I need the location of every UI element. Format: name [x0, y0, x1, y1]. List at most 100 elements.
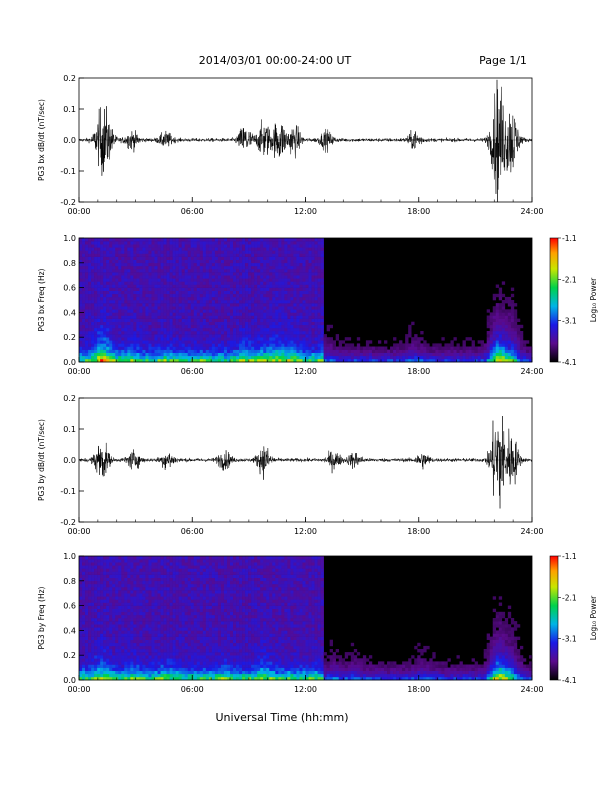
spectrogram-cell: [302, 355, 306, 360]
spectrogram-cell: [305, 300, 309, 304]
spectrogram-cell: [254, 340, 258, 344]
spectrogram-cell: [151, 639, 155, 644]
spectrogram-cell: [320, 256, 324, 260]
spectrogram-cell: [377, 340, 382, 344]
spectrogram-cell: [239, 281, 243, 285]
spectrogram-cell: [245, 340, 249, 344]
spectrogram-cell: [172, 272, 176, 276]
spectrogram-cell: [516, 331, 521, 335]
spectrogram-cell: [248, 334, 252, 338]
spectrogram-cell: [127, 300, 131, 304]
spectrogram-cell: [272, 250, 276, 254]
spectrogram-cell: [91, 655, 95, 659]
spectrogram-cell: [254, 303, 258, 307]
spectrogram-cell: [82, 293, 86, 298]
spectrogram-cell: [112, 290, 116, 295]
spectrogram-cell: [136, 321, 140, 326]
spectrogram-cell: [136, 556, 140, 560]
spectrogram-cell: [471, 355, 475, 360]
spectrogram-cell: [248, 321, 252, 326]
spectrogram-cell: [124, 303, 128, 307]
spectrogram-cell: [145, 627, 149, 631]
spectrogram-cell: [115, 259, 119, 264]
spectrogram-cell: [103, 599, 107, 603]
spectrogram-cell: [260, 269, 264, 273]
spectrogram-cell: [233, 349, 237, 353]
spectrogram-cell: [296, 312, 300, 316]
spectrogram-cell: [130, 346, 134, 350]
spectrogram-cell: [196, 352, 201, 357]
spectrogram-cell: [91, 253, 95, 257]
spectrogram-cell: [130, 593, 134, 597]
spectrogram-cell: [278, 321, 282, 326]
spectrogram-cell: [139, 321, 143, 326]
spectrogram-cell: [181, 290, 185, 295]
spectrogram-cell: [287, 349, 291, 353]
x-tick-label: 18:00: [407, 367, 430, 376]
spectrogram-cell: [148, 355, 152, 360]
spectrogram-cell: [498, 324, 503, 329]
spectrogram-cell: [145, 664, 149, 668]
spectrogram-cell: [230, 293, 234, 298]
spectrogram-cell: [145, 652, 149, 656]
spectrogram-cell: [477, 349, 481, 353]
spectrogram-cell: [79, 611, 83, 616]
spectrogram-cell: [489, 358, 494, 363]
spectrogram-cell: [175, 241, 179, 245]
spectrogram-cell: [184, 306, 189, 310]
spectrogram-cell: [106, 343, 110, 347]
spectrogram-cell: [317, 318, 321, 322]
spectrogram-cell: [94, 571, 98, 575]
spectrogram-cell: [157, 346, 161, 350]
spectrogram-cell: [350, 358, 355, 363]
spectrogram-cell: [139, 664, 143, 668]
spectrogram-cell: [196, 334, 201, 338]
spectrogram-cell: [426, 352, 430, 357]
spectrogram-cell: [100, 605, 104, 609]
spectrogram-cell: [217, 253, 222, 257]
spectrogram-cell: [205, 358, 210, 363]
spectrogram-cell: [142, 241, 146, 245]
spectrogram-cell: [88, 655, 92, 659]
spectrogram-cell: [196, 256, 201, 260]
spectrogram-cell: [136, 624, 140, 628]
spectrogram-cell: [492, 315, 497, 319]
spectrogram-cell: [181, 296, 185, 301]
spectrogram-cell: [281, 275, 285, 279]
spectrogram-cell: [121, 256, 125, 260]
spectrogram-cell: [109, 349, 113, 353]
spectrogram-cell: [281, 269, 285, 273]
spectrogram-cell: [115, 627, 119, 631]
spectrogram-cell: [85, 306, 89, 310]
spectrogram-cell: [112, 596, 116, 600]
spectrogram-cell: [109, 676, 113, 681]
spectrogram-cell: [220, 318, 225, 322]
spectrogram-cell: [510, 340, 515, 344]
spectrogram-cell: [151, 645, 155, 650]
spectrogram-cell: [284, 355, 288, 360]
spectrogram-cell: [248, 358, 252, 363]
spectrogram-cell: [172, 278, 176, 282]
spectrogram-cell: [257, 241, 261, 245]
spectrogram-cell: [245, 247, 249, 251]
spectrogram-cell: [205, 312, 210, 316]
spectrogram-cell: [154, 238, 158, 242]
spectrogram-cell: [91, 262, 95, 267]
spectrogram-cell: [97, 642, 101, 647]
spectrogram-cell: [242, 262, 246, 267]
spectrogram-cell: [362, 346, 367, 350]
spectrogram-cell: [290, 306, 294, 310]
spectrogram-cell: [136, 272, 140, 276]
spectrogram-cell: [510, 334, 515, 338]
spectrogram-cell: [266, 352, 270, 357]
spectrogram-cell: [85, 343, 89, 347]
spectrogram-cell: [263, 259, 267, 264]
spectrogram-cell: [82, 318, 86, 322]
spectrogram-cell: [462, 358, 466, 363]
spectrogram-cell: [136, 250, 140, 254]
spectrogram-cell: [519, 349, 524, 353]
spectrogram-cell: [169, 306, 173, 310]
spectrogram-cell: [82, 309, 86, 313]
spectrogram-cell: [251, 300, 255, 304]
